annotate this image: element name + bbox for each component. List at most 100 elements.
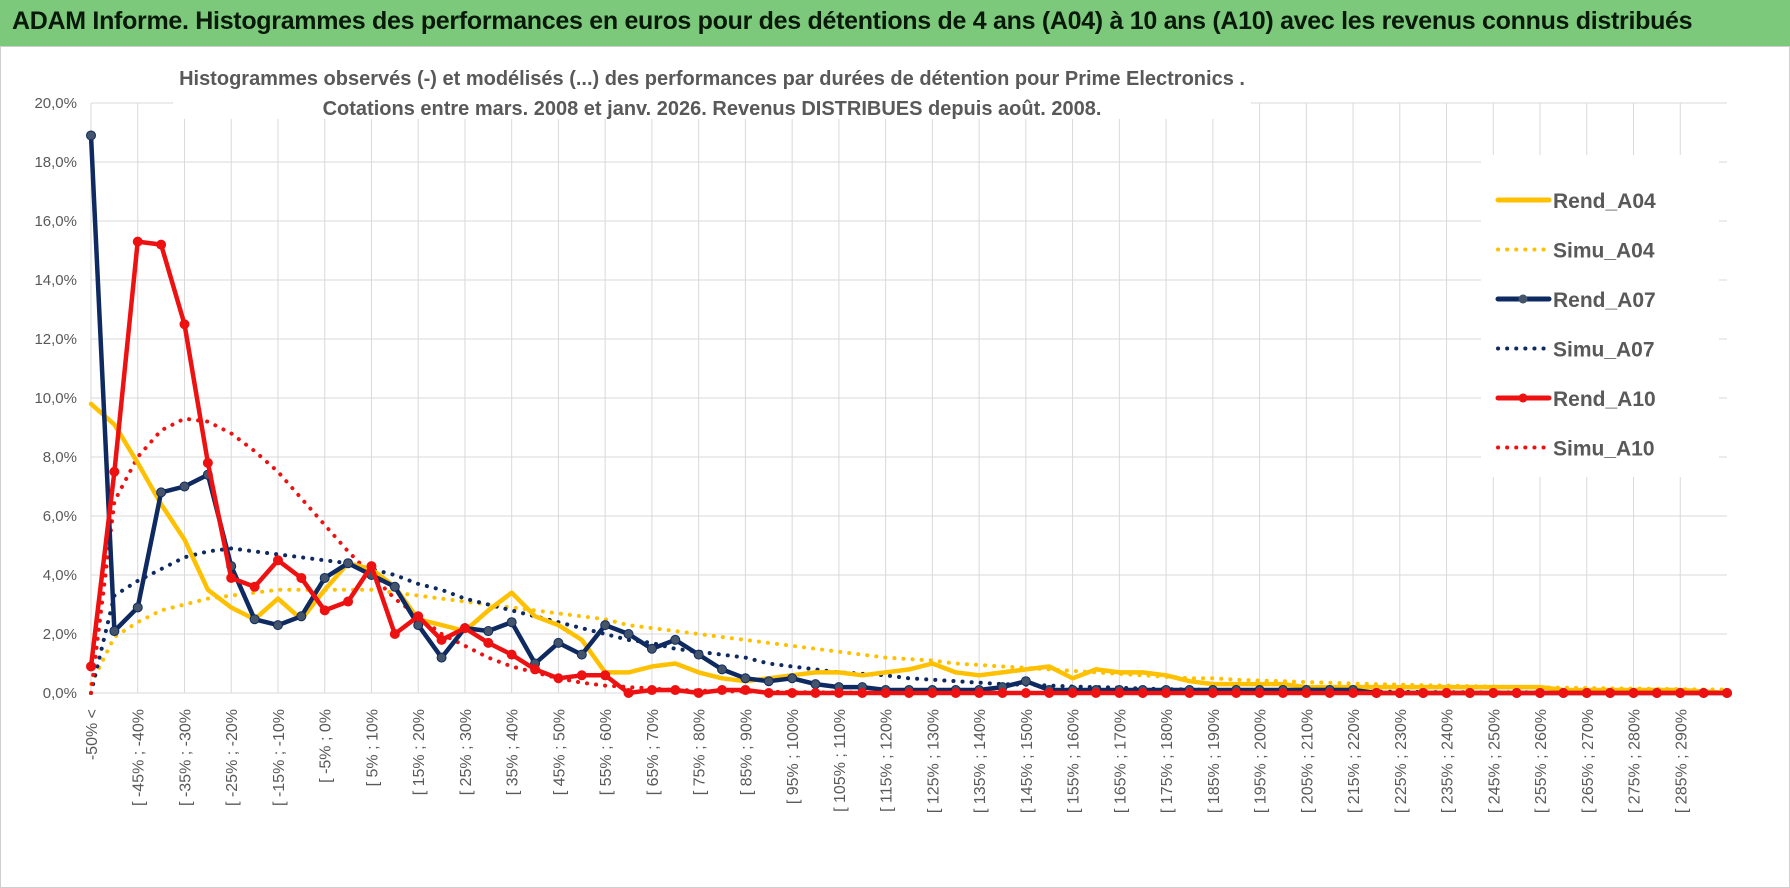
data-point-rend_a10: [1137, 688, 1148, 698]
x-tick-label: [ -45% ; -40%: [131, 709, 148, 806]
chart-title-line-2: Cotations entre mars. 2008 et janv. 2026…: [323, 98, 1102, 120]
data-point-rend_a10: [857, 688, 868, 698]
data-point-rend_a10: [904, 688, 914, 698]
title-background: [173, 59, 1251, 119]
data-point-rend_a10: [272, 555, 283, 566]
x-tick-label: [ 245% ; 250%: [1486, 709, 1503, 813]
x-tick-label: [ 175% ; 180%: [1159, 709, 1176, 813]
data-point-rend_a10: [623, 688, 634, 698]
data-point-rend_a10: [600, 670, 611, 681]
data-point-rend_a07: [109, 626, 120, 637]
data-point-rend_a10: [413, 611, 424, 622]
data-point-rend_a07: [272, 620, 283, 631]
x-tick-label: [ 265% ; 270%: [1580, 709, 1597, 813]
x-tick-label: [ 275% ; 280%: [1627, 709, 1644, 813]
data-point-rend_a10: [530, 664, 541, 675]
data-point-rend_a10: [1161, 688, 1172, 698]
banner-title: ADAM Informe. Histogrammes des performan…: [12, 7, 1693, 35]
data-point-rend_a10: [810, 688, 821, 698]
data-point-rend_a10: [1348, 688, 1359, 698]
data-point-rend_a10: [1605, 688, 1616, 698]
data-point-rend_a07: [483, 626, 494, 637]
data-point-rend_a10: [740, 685, 751, 696]
data-point-rend_a10: [763, 688, 774, 698]
x-tick-label: -50% <: [84, 709, 101, 760]
data-point-rend_a10: [132, 236, 143, 247]
y-tick-label: 4,0%: [43, 567, 77, 584]
legend-marker-rend_a07: [1518, 294, 1528, 304]
data-point-rend_a10: [1558, 688, 1569, 698]
data-point-rend_a07: [296, 611, 307, 622]
x-tick-label: [ 195% ; 200%: [1253, 709, 1270, 813]
data-point-rend_a10: [787, 688, 798, 698]
x-tick-label: [ 85% ; 90%: [738, 709, 755, 795]
data-point-rend_a07: [693, 649, 704, 660]
data-point-rend_a10: [1581, 688, 1592, 698]
data-point-rend_a10: [576, 670, 587, 681]
data-point-rend_a07: [553, 637, 564, 648]
data-point-rend_a07: [436, 652, 447, 663]
data-point-rend_a10: [974, 688, 985, 698]
data-point-rend_a10: [1231, 688, 1242, 698]
data-point-rend_a10: [1441, 688, 1452, 698]
x-tick-label: [ -35% ; -30%: [177, 709, 194, 806]
data-point-rend_a10: [1628, 688, 1639, 698]
legend-label-simu_a04: Simu_A04: [1553, 240, 1655, 263]
data-point-rend_a10: [997, 688, 1008, 698]
x-tick-label: [ 5% ; 10%: [364, 709, 381, 786]
x-tick-label: [ 155% ; 160%: [1066, 709, 1083, 813]
data-point-rend_a07: [717, 664, 728, 675]
data-point-rend_a10: [927, 688, 938, 698]
data-point-rend_a07: [86, 130, 96, 141]
data-point-rend_a10: [506, 649, 517, 660]
data-point-rend_a10: [296, 572, 307, 583]
data-point-rend_a10: [1044, 688, 1055, 698]
y-tick-label: 18,0%: [34, 154, 77, 171]
data-point-rend_a10: [86, 661, 96, 672]
data-point-rend_a10: [1301, 688, 1312, 698]
data-point-rend_a07: [740, 673, 751, 684]
series-line-simu_a04: [89, 587, 1729, 692]
data-point-rend_a10: [1207, 688, 1218, 698]
data-point-rend_a10: [1722, 688, 1732, 698]
data-point-rend_a07: [600, 620, 611, 631]
data-point-rend_a10: [1090, 688, 1101, 698]
data-point-rend_a07: [763, 676, 774, 687]
data-point-rend_a07: [319, 572, 330, 583]
data-point-rend_a10: [319, 605, 330, 616]
data-point-rend_a07: [623, 629, 634, 639]
data-point-rend_a10: [646, 685, 657, 696]
data-point-rend_a07: [156, 487, 167, 498]
data-point-rend_a07: [576, 649, 587, 660]
data-point-rend_a07: [132, 602, 143, 613]
data-point-rend_a10: [1488, 688, 1499, 698]
histogram-chart: 0,0% 2,0% 4,0% 6,0% 8,0% 10,0% 12,0% 14,0% 16,0%…: [34, 59, 1732, 813]
data-point-rend_a07: [810, 679, 821, 690]
chart-frame: 0,0% 2,0% 4,0% 6,0% 8,0% 10,0% 12,0% 14,0% 16,0%…: [0, 46, 1790, 888]
data-point-rend_a10: [249, 581, 260, 592]
data-point-rend_a07: [343, 558, 354, 569]
legend: Rend_A04 Simu_A04 Rend_A07 Simu_A07 Rend_A10…: [1481, 155, 1719, 477]
x-tick-label: [ 135% ; 140%: [972, 709, 989, 813]
data-point-rend_a10: [1464, 688, 1475, 698]
x-tick-label: [ -15% ; -10%: [271, 709, 288, 806]
x-tick-label: [ -5% ; 0%: [318, 709, 335, 783]
x-tick-label: [ 105% ; 110%: [832, 709, 849, 812]
x-tick-label: [ -25% ; -20%: [224, 709, 241, 806]
header-banner: ADAM Informe. Histogrammes des performan…: [0, 0, 1790, 46]
x-tick-label: [ 45% ; 50%: [551, 709, 568, 795]
x-axis: -50% < [ -45% ; -40% [ -35% ; -30% [ -25% ;…: [84, 709, 1690, 813]
y-tick-label: 8,0%: [43, 449, 77, 466]
data-point-rend_a10: [156, 239, 167, 250]
data-point-rend_a10: [950, 688, 961, 698]
data-point-rend_a10: [179, 319, 190, 330]
data-point-rend_a07: [1020, 676, 1031, 687]
data-point-rend_a10: [226, 572, 237, 583]
x-tick-label: [ 75% ; 80%: [692, 709, 709, 795]
data-point-rend_a10: [1020, 688, 1031, 698]
data-point-rend_a10: [1114, 688, 1125, 698]
data-point-rend_a10: [670, 685, 681, 696]
x-tick-label: [ 205% ; 210%: [1299, 709, 1316, 813]
data-point-rend_a10: [553, 673, 564, 684]
x-tick-label: [ 285% ; 290%: [1673, 709, 1690, 813]
